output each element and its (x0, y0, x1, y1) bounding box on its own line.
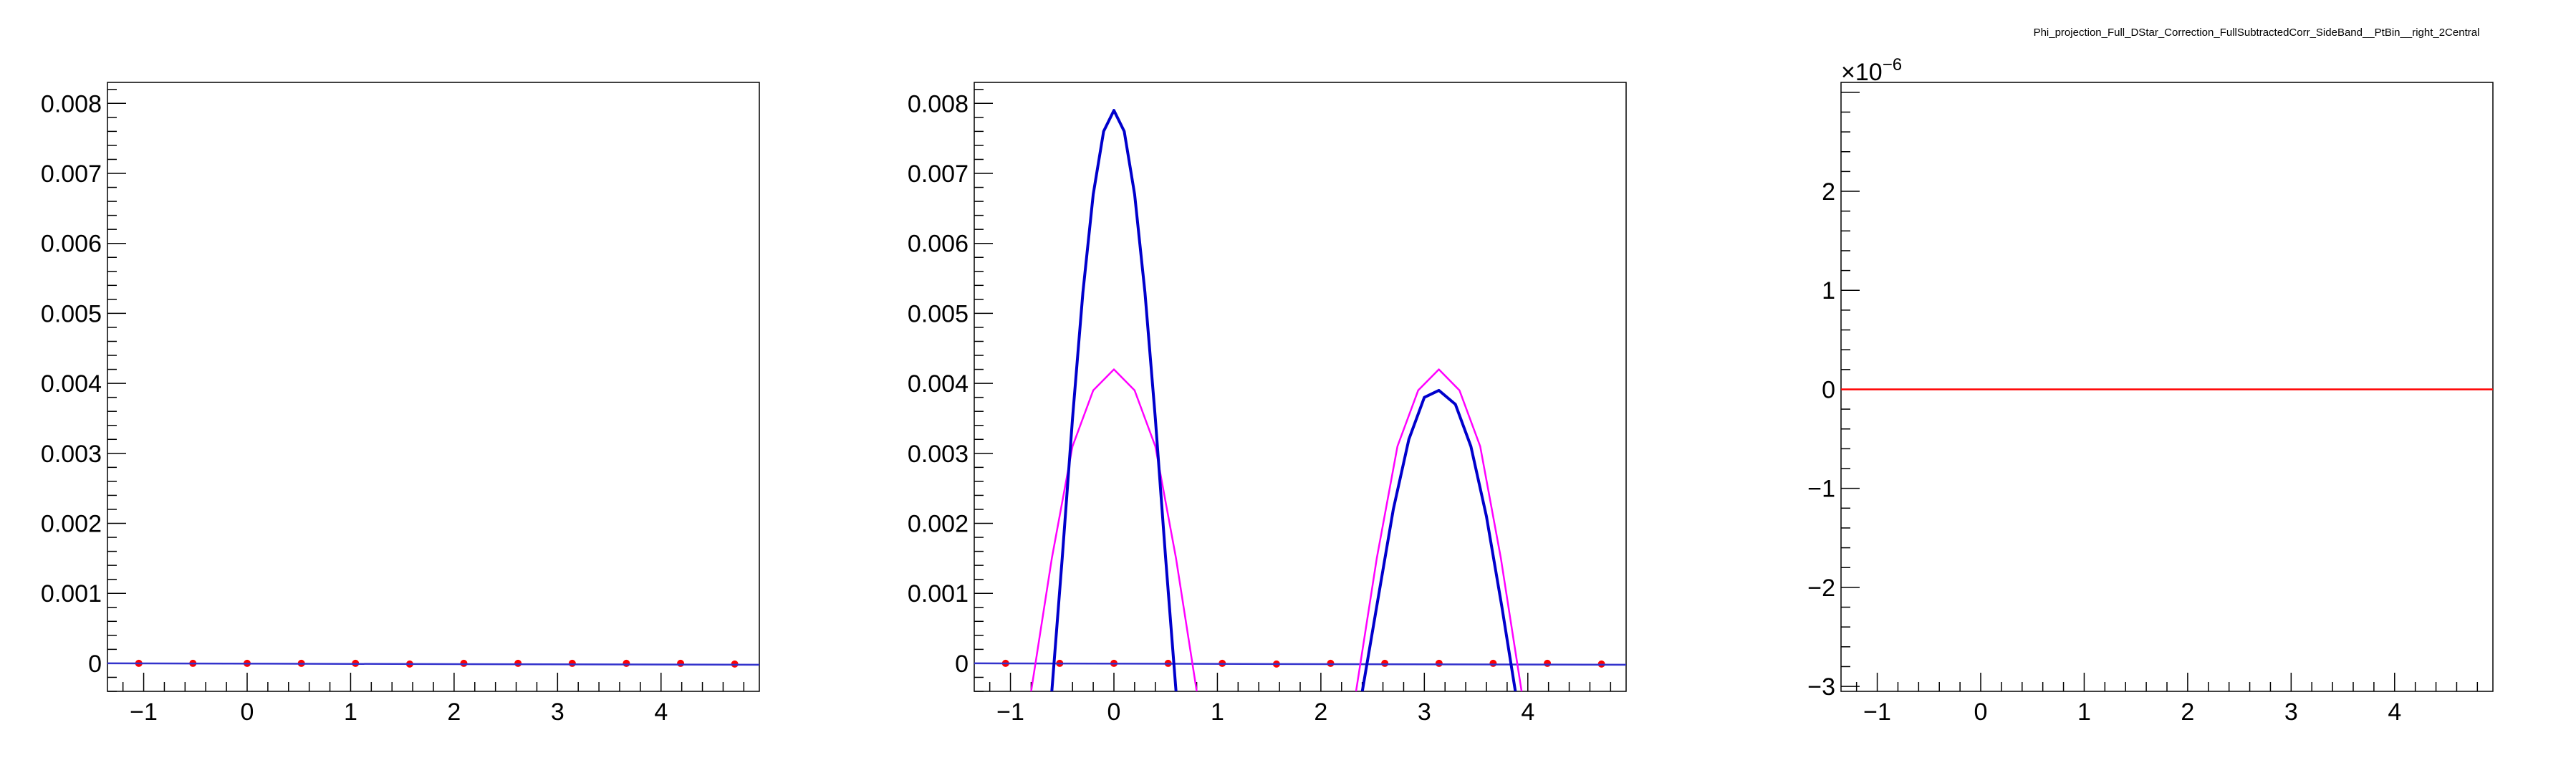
data-point (677, 659, 685, 667)
x-tick-label: −1 (996, 699, 1024, 726)
y-tick-label: 0.002 (41, 511, 102, 538)
x-tick-label: 2 (447, 699, 461, 726)
right-plot-y-exponent: ×10−6 (1841, 55, 1902, 86)
right-plot-panel: −1 0 1 2 3 4 −3 −2 −1 0 1 2 (1807, 82, 2494, 726)
x-tick-label: 3 (1418, 699, 1431, 726)
y-tick-label: 0.008 (908, 90, 969, 117)
series-line (107, 662, 759, 666)
middle-plot-panel: −1 0 1 2 3 4 0 0.001 0.002 0.003 0.004 0.005 0.006 0.… (908, 82, 1627, 726)
series-line (974, 662, 1626, 666)
y-tick-label: 0.002 (908, 511, 969, 538)
x-tick-label: 1 (1211, 699, 1224, 726)
y-tick-label: 0.005 (908, 300, 969, 327)
y-tick-label: 1 (1822, 277, 1835, 304)
x-tick-label: 0 (1107, 699, 1121, 726)
y-tick-label: −1 (1807, 476, 1835, 503)
series-group (974, 109, 1626, 691)
plot-frame (974, 82, 1627, 692)
x-tick-label: 0 (241, 699, 254, 726)
data-point (1435, 659, 1443, 667)
y-tick-label: 0.004 (908, 370, 969, 398)
y-tick-label: 0 (88, 651, 102, 678)
series-line (1050, 109, 1178, 691)
x-tick-label: −1 (130, 699, 158, 726)
x-tick-label: 4 (2388, 699, 2401, 726)
y-tick-label: 0.008 (41, 90, 102, 117)
y-tick-label: 0.003 (908, 441, 969, 468)
x-tick-label: 3 (551, 699, 564, 726)
y-tick-label: 0 (955, 651, 969, 678)
x-tick-label: 3 (2284, 699, 2298, 726)
data-point (1489, 659, 1497, 667)
y-tick-label: 0.005 (41, 300, 102, 327)
y-tick-label: 0.004 (41, 370, 102, 398)
x-tick-label: 2 (1314, 699, 1327, 726)
y-tick-label: 0.007 (41, 160, 102, 188)
plot-frame (1840, 82, 2494, 692)
data-point (1544, 659, 1552, 667)
right-plot-title: Phi_projection_Full_DStar_Correction_Ful… (2034, 27, 2480, 39)
x-tick-label: 0 (1974, 699, 1988, 726)
y-tick-label: 0.007 (908, 160, 969, 188)
left-plot-panel: −1 0 1 2 3 4 0 0.001 0.002 0.003 0.004 0.005 0.006 0.… (41, 82, 760, 726)
x-tick-label: 1 (2077, 699, 2091, 726)
x-tick-label: 2 (2181, 699, 2194, 726)
series-line (1030, 368, 1198, 691)
y-tick-label: −2 (1807, 575, 1835, 602)
series-group (107, 659, 759, 668)
x-tick-label: 1 (344, 699, 357, 726)
y-tick-label: 0 (1822, 376, 1835, 403)
exponent-power: −6 (1883, 55, 1902, 75)
data-point (623, 659, 630, 667)
y-tick-label: 0.001 (908, 580, 969, 608)
y-tick-label: −3 (1807, 673, 1835, 701)
series-line (1355, 368, 1523, 691)
y-tick-label: 0.003 (41, 441, 102, 468)
x-tick-label: 4 (654, 699, 668, 726)
x-tick-label: 4 (1521, 699, 1534, 726)
y-tick-label: 0.006 (908, 231, 969, 258)
y-tick-label: 2 (1822, 178, 1835, 206)
data-point (568, 659, 576, 667)
x-tick-label: −1 (1863, 699, 1891, 726)
y-tick-label: 0.006 (41, 231, 102, 258)
series-line (1360, 388, 1517, 691)
y-tick-label: 0.001 (41, 580, 102, 608)
exponent-base: ×10 (1841, 59, 1883, 86)
plot-frame (107, 82, 760, 692)
